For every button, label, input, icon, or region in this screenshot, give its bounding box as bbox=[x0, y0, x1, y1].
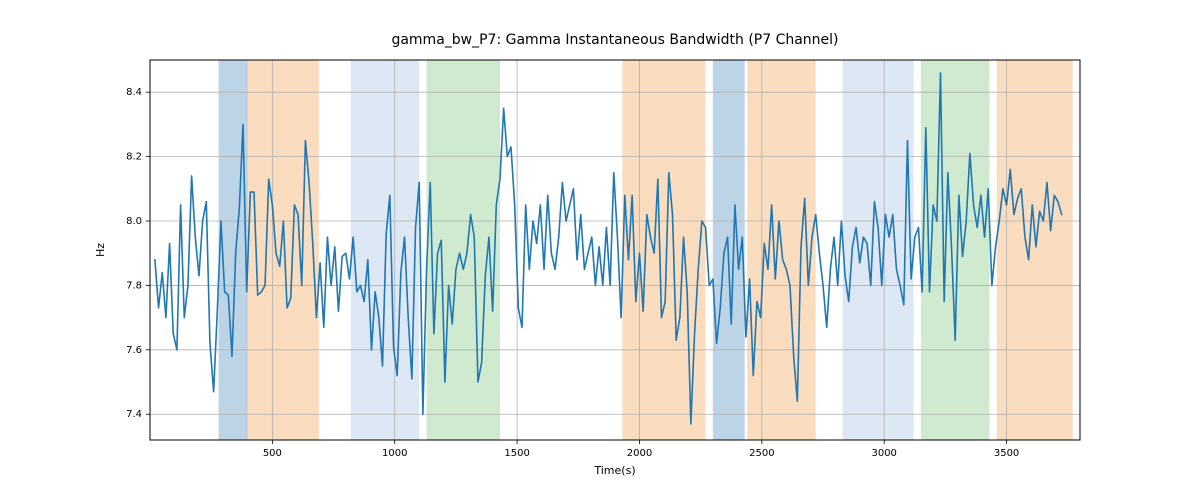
line-chart: 500 1000 1500 2000 2500 3000 3500 7.4 7.6 7.8 8.0 8… bbox=[0, 0, 1200, 500]
x-tick-label: 3500 bbox=[994, 448, 1019, 459]
y-tick-label: 8.0 bbox=[126, 216, 142, 227]
x-tick-label: 3000 bbox=[871, 448, 896, 459]
y-tick-label: 8.4 bbox=[126, 87, 142, 98]
x-tick-label: 2500 bbox=[749, 448, 774, 459]
x-tick-label: 500 bbox=[263, 448, 282, 459]
shaded-span bbox=[997, 60, 1073, 440]
y-tick-label: 8.2 bbox=[126, 152, 142, 163]
shaded-span bbox=[248, 60, 319, 440]
y-tick-label: 7.6 bbox=[126, 345, 142, 356]
x-axis-label: Time(s) bbox=[593, 464, 635, 477]
y-tick-label: 7.4 bbox=[126, 409, 142, 420]
y-axis-label: Hz bbox=[94, 243, 107, 257]
y-tick-label: 7.8 bbox=[126, 280, 142, 291]
shaded-span bbox=[843, 60, 914, 440]
x-tick-label: 1500 bbox=[504, 448, 529, 459]
chart-title: gamma_bw_P7: Gamma Instantaneous Bandwid… bbox=[391, 32, 838, 48]
x-tick-label: 1000 bbox=[382, 448, 407, 459]
chart-container: 500 1000 1500 2000 2500 3000 3500 7.4 7.6 7.8 8.0 8… bbox=[0, 0, 1200, 500]
x-tick-label: 2000 bbox=[627, 448, 652, 459]
